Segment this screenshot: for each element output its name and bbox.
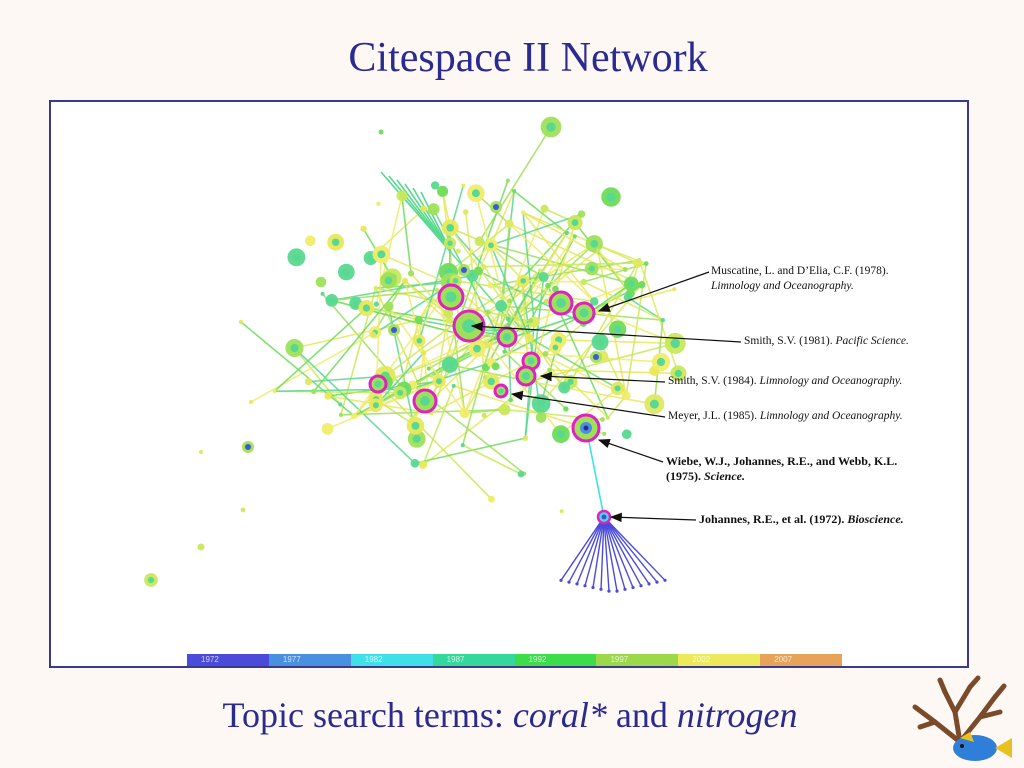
search-terms-caption: Topic search terms: coral* and nitrogen [222,695,798,735]
citation-network-graph [144,116,742,593]
timeline-segment-1992: 1992 [514,654,597,666]
timeline-segment-1982: 1982 [350,654,433,666]
network-figure: Muscatine, L. and D’Elia, C.F. (1978). Li… [49,100,969,668]
timeline-segment-1977: 1977 [268,654,351,666]
coral-fish-icon [912,675,1012,761]
timeline-segment-1972: 1972 [187,654,269,666]
annotation-wiebe-1975: Wiebe, W.J., Johannes, R.E., and Webb, K… [666,454,898,483]
year-color-timeline: 1972 1977 1982 1987 1992 1997 2002 2007 [187,654,843,666]
annotation-smith-1984: Smith, S.V. (1984). Limnology and Oceano… [668,375,903,387]
annotation-muscatine: Muscatine, L. and D’Elia, C.F. (1978). Li… [711,265,889,292]
annotation-meyer-1985: Meyer, J.L. (1985). Limnology and Oceano… [668,410,903,422]
slide-title: Citespace II Network [348,35,708,81]
timeline-segment-1987: 1987 [432,654,515,666]
timeline-segment-2007: 2007 [760,654,843,666]
annotation-johannes-1972: Johannes, R.E., et al. (1972). Bioscienc… [699,512,904,526]
annotation-smith-1981: Smith, S.V. (1981). Pacific Science. [744,335,909,347]
timeline-segment-2002: 2002 [678,654,761,666]
timeline-segment-1997: 1997 [596,654,679,666]
